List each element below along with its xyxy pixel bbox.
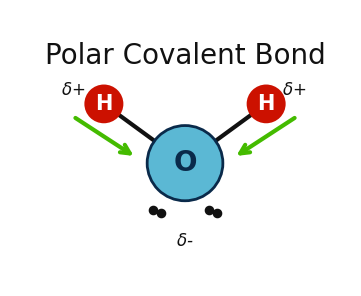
Ellipse shape <box>247 85 286 123</box>
Ellipse shape <box>147 126 223 201</box>
Text: H: H <box>257 94 275 114</box>
Point <box>158 211 164 216</box>
Point <box>214 211 220 216</box>
FancyArrowPatch shape <box>75 118 130 153</box>
Text: $\delta$+: $\delta$+ <box>61 81 85 99</box>
Point <box>150 207 156 212</box>
Text: H: H <box>95 94 113 114</box>
Ellipse shape <box>84 85 123 123</box>
Text: O: O <box>173 149 197 177</box>
Text: $\delta$+: $\delta$+ <box>282 81 306 99</box>
Text: $\delta$-: $\delta$- <box>176 232 194 250</box>
Point <box>206 207 212 212</box>
FancyArrowPatch shape <box>240 118 295 153</box>
Text: Polar Covalent Bond: Polar Covalent Bond <box>45 42 325 70</box>
